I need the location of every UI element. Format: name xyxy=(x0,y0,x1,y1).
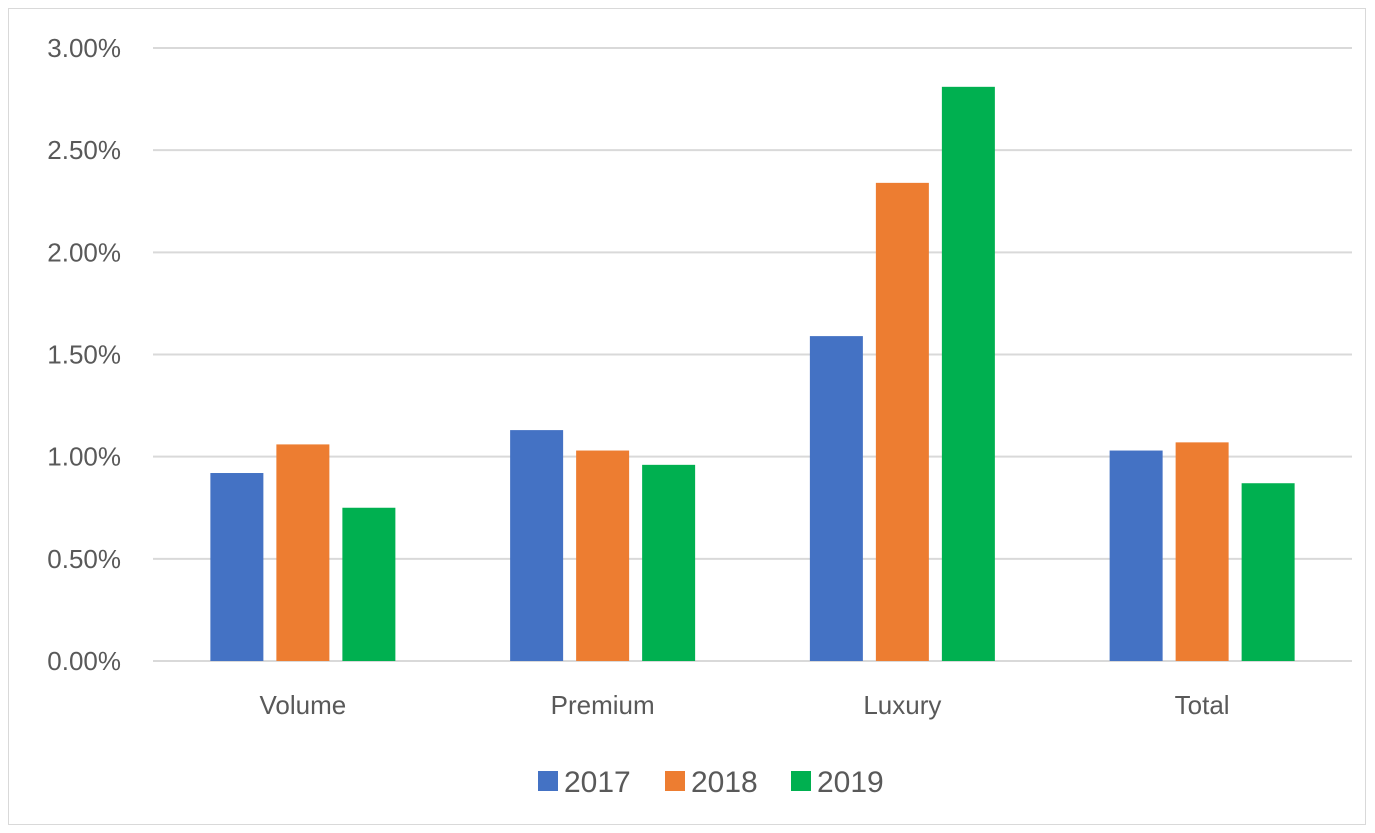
bar-volume-2017 xyxy=(210,473,264,661)
y-tick-label: 0.00% xyxy=(47,646,121,676)
x-category-label: Premium xyxy=(551,690,655,720)
y-tick-label: 1.00% xyxy=(47,442,121,472)
bar-volume-2018 xyxy=(276,444,330,661)
bar-luxury-2019 xyxy=(941,86,995,661)
bar-total-2017 xyxy=(1109,450,1163,661)
bar-volume-2019 xyxy=(342,507,396,661)
y-tick-label: 2.00% xyxy=(47,237,121,267)
y-axis-tick-labels: 0.00% 0.50% 1.00% 1.50% 2.00% 2.50% 3.00% xyxy=(47,33,121,676)
legend-swatch-2019 xyxy=(791,771,811,791)
gridlines xyxy=(153,47,1352,662)
legend-label-2019: 2019 xyxy=(817,766,884,799)
chart-frame xyxy=(8,8,1366,825)
bar-luxury-2017 xyxy=(809,336,863,661)
legend-swatch-2018 xyxy=(665,771,685,791)
legend-swatch-2017 xyxy=(538,771,558,791)
bar-premium-2018 xyxy=(576,450,630,661)
y-tick-label: 2.50% xyxy=(47,135,121,165)
bar-total-2018 xyxy=(1175,442,1229,661)
bars xyxy=(210,86,1295,662)
bar-premium-2017 xyxy=(510,430,564,661)
legend-label-2018: 2018 xyxy=(691,766,758,799)
legend-label-2017: 2017 xyxy=(564,766,631,799)
bar-luxury-2018 xyxy=(875,182,929,662)
x-category-label: Luxury xyxy=(863,690,941,720)
x-category-label: Volume xyxy=(260,690,347,720)
bar-total-2019 xyxy=(1241,483,1295,661)
legend: 2017 2018 2019 xyxy=(538,766,884,799)
x-category-label: Total xyxy=(1175,690,1230,720)
y-tick-label: 0.50% xyxy=(47,544,121,574)
x-axis-category-labels: Volume Premium Luxury Total xyxy=(260,690,1230,720)
bar-premium-2019 xyxy=(642,464,696,661)
y-tick-label: 3.00% xyxy=(47,33,121,63)
y-tick-label: 1.50% xyxy=(47,340,121,370)
